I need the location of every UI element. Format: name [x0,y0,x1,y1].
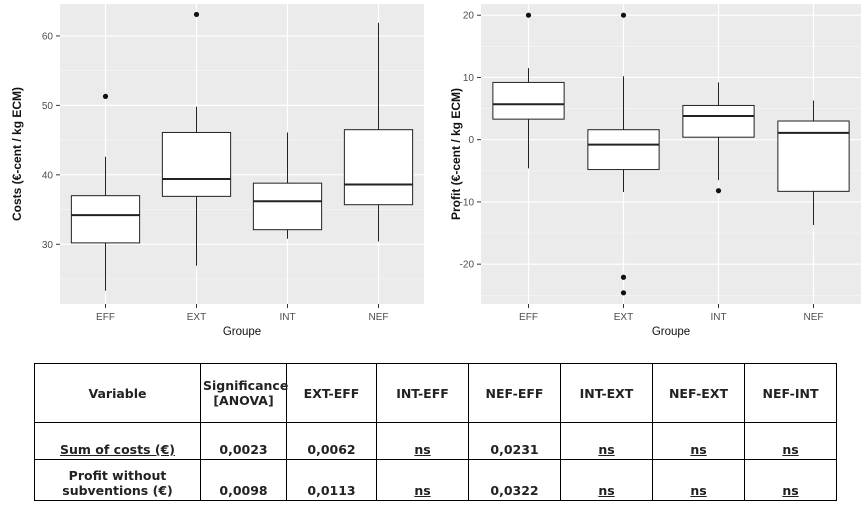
y-tick-label: 60 [42,31,54,42]
outlier-point [715,188,722,194]
outlier-point [620,12,627,18]
x-tick-label: EXT [187,312,206,323]
x-axis-label: Groupe [652,326,690,338]
box-iqr [587,129,660,171]
cell-nef-int: ns [744,422,837,460]
cell-significance: 0,0023 [200,422,287,460]
y-tick-label: -10 [460,197,475,208]
cell-int-eff: ns [376,459,469,501]
x-tick-label: NEF [369,312,389,323]
cell-nef-eff: 0,0231 [468,422,561,460]
y-tick-label: 50 [42,101,54,112]
y-tick-label: 40 [42,170,54,181]
box-iqr [161,131,232,197]
outlier-point [620,274,627,280]
costs-boxplot: 30 40 50 60 EFF EXT INT NEF Groupe Costs (€-cent … [10,4,424,338]
anova-results-table: Variable Significance [ANOVA] EXT-EFF IN… [34,363,837,501]
x-tick-label: EFF [519,312,538,323]
cell-ext-eff: 0,0113 [286,459,377,501]
profit-boxplot: -20 -10 0 10 20 EFF EXT INT NEF Groupe Profit (€-c… [449,4,861,338]
header-int-ext: INT-EXT [560,363,653,423]
box-int [252,132,323,239]
y-axis-label: Profit (€-cent / kg ECM) [449,88,463,220]
box-eff [70,93,141,291]
header-variable: Variable [34,363,201,423]
outlier-point [620,290,627,296]
x-tick-label: EFF [96,312,115,323]
x-axis-label: Groupe [223,326,261,338]
header-int-eff: INT-EFF [376,363,469,423]
outlier-point [193,11,200,18]
box-iqr [492,81,565,120]
cell-int-ext: ns [560,459,653,501]
y-tick-label: -20 [460,260,475,271]
y-tick-label: 20 [463,11,475,22]
x-tick-label: EXT [614,312,633,323]
box-iqr [777,120,850,192]
y-tick-label: 0 [468,135,474,146]
table-row: Profit without subventions (€) 0,0098 0,… [34,459,837,501]
x-tick-label: NEF [804,312,824,323]
row-variable: Profit without subventions (€) [34,459,201,501]
header-nef-ext: NEF-EXT [652,363,745,423]
header-ext-eff: EXT-EFF [286,363,377,423]
cell-nef-ext: ns [652,459,745,501]
cell-nef-eff: 0,0322 [468,459,561,501]
cell-ext-eff: 0,0062 [286,422,377,460]
cell-int-ext: ns [560,422,653,460]
cell-nef-ext: ns [652,422,745,460]
box-ext [587,12,660,296]
cell-nef-int: ns [744,459,837,501]
table-row: Sum of costs (€) 0,0023 0,0062 ns 0,0231… [34,422,837,460]
cell-significance: 0,0098 [200,459,287,501]
y-axis-label: Costs (€-cent / kg ECM) [10,87,24,221]
box-iqr [343,129,414,206]
box-iqr [682,104,755,138]
y-tick-label: 30 [42,240,54,251]
cell-int-eff: ns [376,422,469,460]
y-tick-label: 10 [463,73,475,84]
box-iqr [252,182,323,231]
header-nef-int: NEF-INT [744,363,837,423]
header-significance: Significance [ANOVA] [200,363,288,423]
x-tick-label: INT [279,312,295,323]
box-eff [492,12,565,169]
header-nef-eff: NEF-EFF [468,363,561,423]
box-int [682,82,755,194]
box-nef [343,22,414,242]
row-variable: Sum of costs (€) [34,422,201,460]
outlier-point [102,93,109,99]
table-header-row: Variable Significance [ANOVA] EXT-EFF IN… [34,363,837,423]
outlier-point [525,12,532,18]
box-nef [777,100,850,225]
box-ext [161,11,232,266]
box-iqr [70,195,141,244]
x-tick-label: INT [710,312,726,323]
